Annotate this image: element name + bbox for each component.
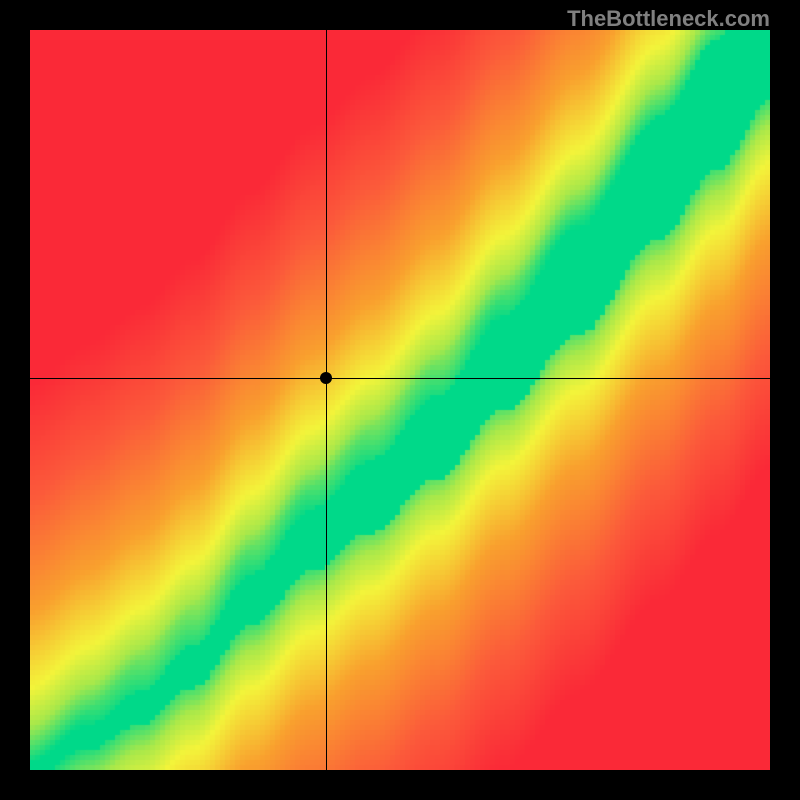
bottleneck-heatmap	[30, 30, 770, 770]
crosshair-marker	[320, 372, 332, 384]
crosshair-horizontal	[30, 378, 770, 379]
heatmap-canvas	[30, 30, 770, 770]
crosshair-vertical	[326, 30, 327, 770]
watermark-text: TheBottleneck.com	[567, 6, 770, 32]
